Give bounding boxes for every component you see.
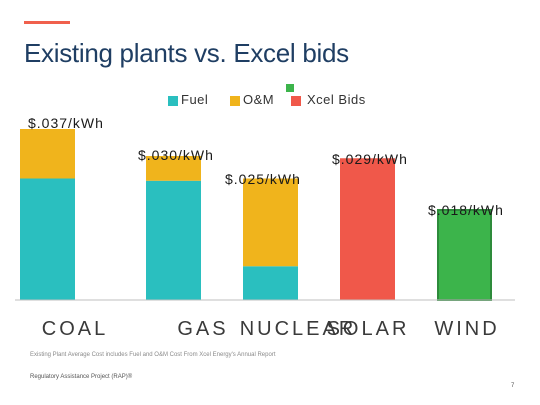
legend-swatch-om [230,96,240,106]
category-label-coal: COAL [42,318,108,340]
slide-title: Existing plants vs. Excel bids [24,38,349,68]
value-label-gas: $.030/kWh [138,147,214,163]
bar-gas-om [146,156,201,181]
bar-solar-xcelbids [340,158,395,300]
legend-swatch-xcel-top [286,84,294,92]
legend-swatch-xcel [291,96,301,106]
bar-nuclear-om [243,178,298,267]
bar-nuclear-fuel [243,266,298,300]
category-label-gas: GAS [177,318,228,340]
bar-wind-xcelbids [437,209,492,301]
value-label-wind: $.018/kWh [428,202,504,218]
category-label-wind: WIND [434,318,499,340]
legend-swatch-fuel [168,96,178,106]
legend-label-xcel: Xcel Bids [307,92,366,107]
bar-gas-fuel [146,180,201,300]
value-label-nuclear: $.025/kWh [225,171,301,187]
category-label-solar: SOLAR [327,318,410,340]
legend-label-om: O&M [243,92,275,107]
bar-coal-fuel [20,178,75,300]
category-label-nuclear: NUCLEAR [240,318,357,340]
chart-footnote: Existing Plant Average Cost includes Fue… [30,352,276,358]
page-number: 7 [511,383,515,389]
value-label-solar: $.029/kWh [332,151,408,167]
bar-coal-om [20,129,75,179]
footer-organization: Regulatory Assistance Project (RAP)® [30,374,133,380]
legend-label-fuel: Fuel [181,92,209,107]
value-label-coal: $.037/kWh [28,115,104,131]
title-accent-bar [24,21,70,24]
chart-legend: Fuel O&M Xcel Bids [0,0,540,120]
